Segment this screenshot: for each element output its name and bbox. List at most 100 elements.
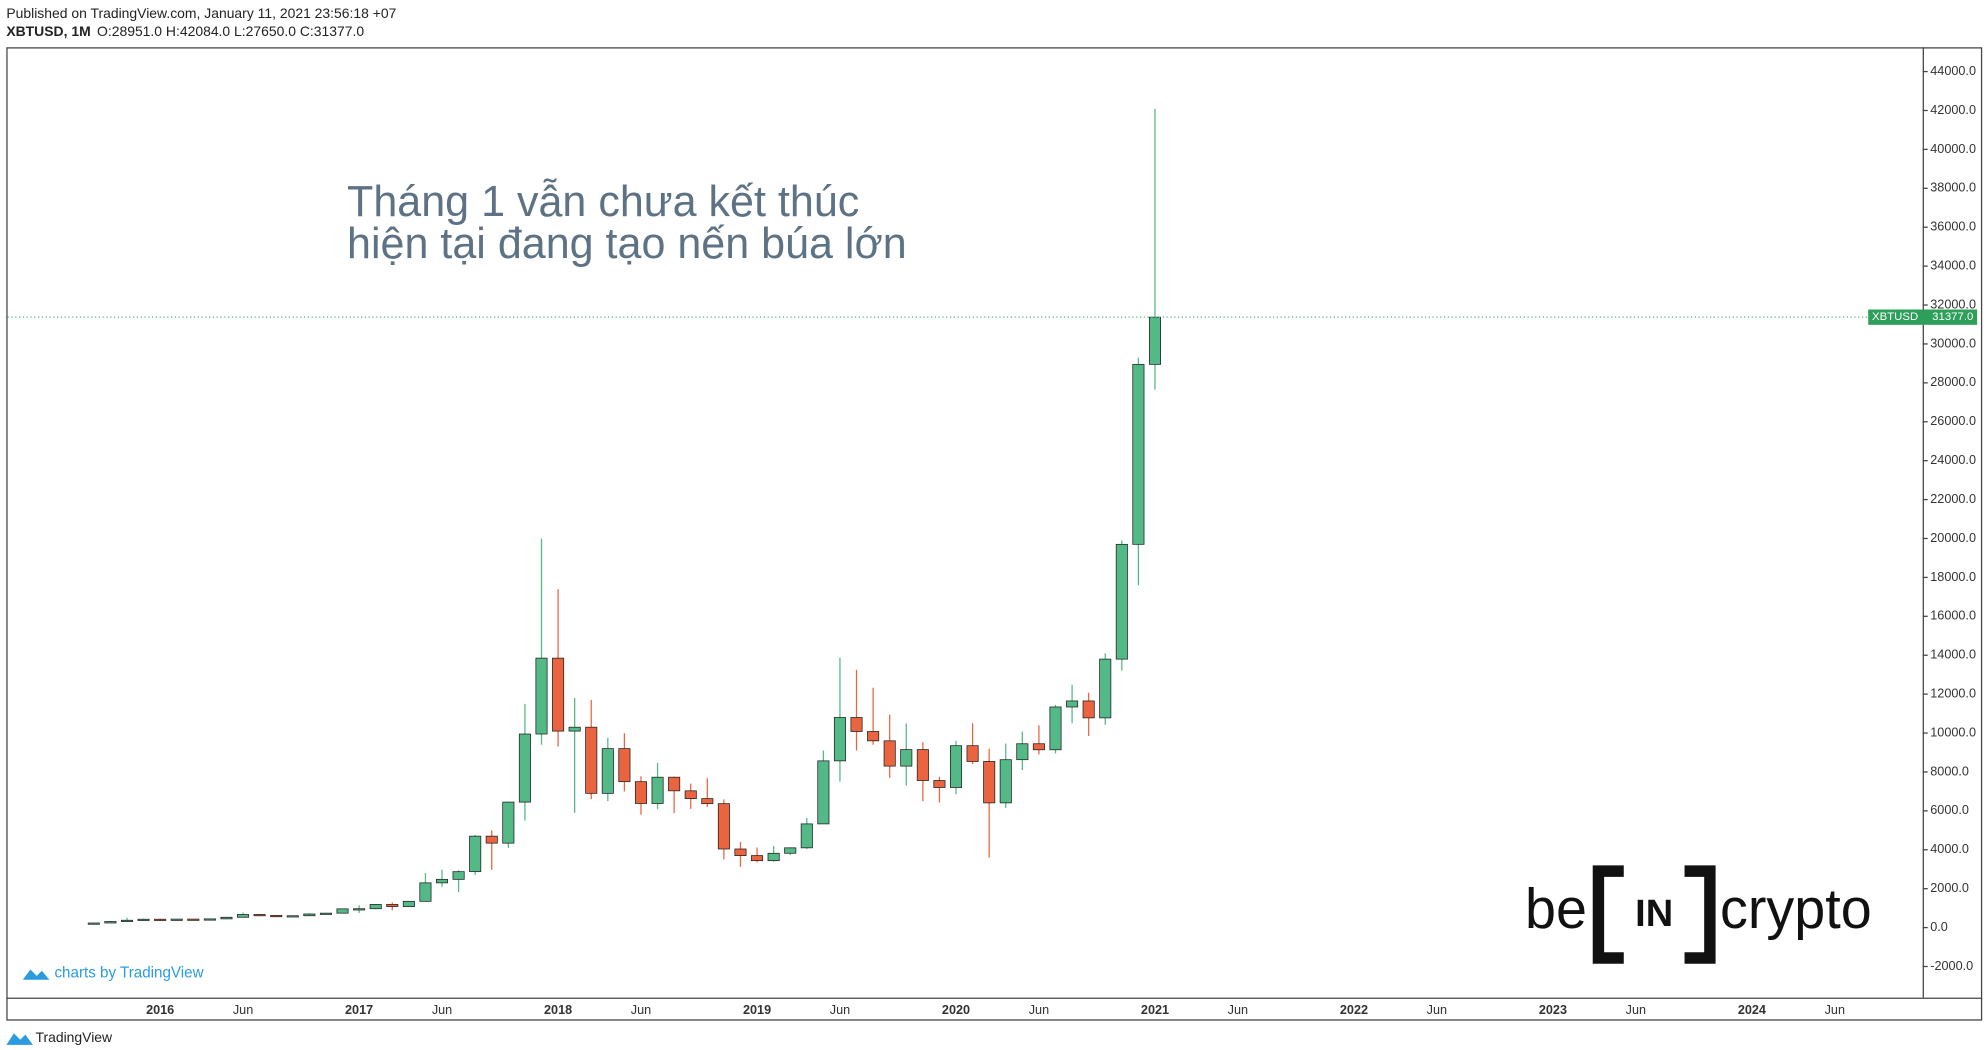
candle-body — [286, 915, 299, 918]
candle-body — [1115, 543, 1128, 660]
tv-icon — [22, 969, 50, 980]
x-tick-label: 2019 — [743, 1002, 771, 1017]
candle-body — [751, 855, 764, 862]
candle-body — [137, 918, 150, 921]
annotation-line: hiện tại đang tạo nến búa lớn — [347, 220, 907, 268]
logo-text: crypto — [1720, 877, 1872, 940]
candle-body — [668, 776, 681, 792]
candle-body — [203, 918, 216, 921]
x-tick-label: 2024 — [1738, 1002, 1766, 1017]
candle-body — [999, 759, 1012, 804]
x-tick-label: Jun — [1626, 1002, 1646, 1017]
candle-body — [684, 790, 697, 799]
candle-body — [419, 882, 432, 902]
candle-body — [966, 745, 979, 762]
candle-body — [1148, 316, 1162, 365]
symbol-line: XBTUSD, 1M O:28951.0 H:42084.0 L:27650.0 … — [6, 23, 364, 39]
candle-body — [170, 918, 183, 921]
y-tick-label: 18000.0 — [1930, 569, 1976, 584]
watermark[interactable]: charts by TradingView — [54, 964, 204, 981]
candle-body — [949, 745, 963, 788]
y-tick-label: 14000.0 — [1930, 647, 1976, 662]
candle-body — [883, 740, 896, 767]
candle-body — [767, 852, 780, 862]
candle-body — [270, 915, 283, 918]
x-tick-label: 2021 — [1141, 1002, 1169, 1017]
x-tick-label: 2022 — [1340, 1002, 1368, 1017]
footer[interactable]: TradingView — [35, 1029, 113, 1045]
x-tick-label: 2018 — [544, 1002, 572, 1017]
symbol: XBTUSD, 1M — [6, 23, 90, 39]
candle-body — [651, 776, 664, 804]
candle-body — [983, 761, 996, 804]
candle-body — [220, 916, 233, 920]
y-tick-label: 44000.0 — [1930, 63, 1976, 78]
x-tick-label: 2020 — [942, 1002, 970, 1017]
candle-body — [800, 823, 813, 849]
candle-body — [717, 803, 730, 850]
candle-body — [87, 922, 100, 925]
candle-body — [1049, 706, 1062, 751]
candle-body — [933, 780, 946, 788]
published-line: Published on TradingView.com, January 11… — [6, 5, 396, 21]
y-tick-label: 22000.0 — [1930, 491, 1976, 506]
y-tick-label: 36000.0 — [1930, 219, 1976, 234]
last-price-label: 31377.0 — [1932, 311, 1973, 323]
y-tick-label: 2000.0 — [1930, 880, 1969, 895]
candle-body — [1082, 700, 1095, 719]
candle-body — [253, 914, 266, 917]
candle-body — [552, 657, 565, 732]
x-tick-label: Jun — [631, 1002, 651, 1017]
candle-body — [402, 900, 415, 907]
x-tick-label: Jun — [1825, 1002, 1845, 1017]
y-tick-label: 12000.0 — [1930, 685, 1976, 700]
x-tick-label: Jun — [1228, 1002, 1248, 1017]
y-tick-label: 42000.0 — [1930, 102, 1976, 117]
candle-body — [618, 748, 631, 783]
y-tick-label: 38000.0 — [1930, 180, 1976, 195]
candle-body — [817, 760, 830, 825]
x-tick-label: Jun — [830, 1002, 850, 1017]
quote: O:28951.0 H:42084.0 L:27650.0 C:31377.0 — [97, 23, 364, 39]
candle-body — [237, 914, 250, 918]
candle-body — [701, 798, 714, 805]
last-price-box — [1868, 309, 1978, 325]
candle-body — [1032, 743, 1045, 751]
x-tick-label: Jun — [1427, 1002, 1447, 1017]
last-price-symbol: XBTUSD — [1872, 311, 1918, 323]
logo-text: be — [1525, 877, 1587, 940]
candle-body — [187, 918, 200, 921]
y-tick-label: 16000.0 — [1930, 608, 1976, 623]
y-tick-label: 20000.0 — [1930, 530, 1976, 545]
y-tick-label: 24000.0 — [1930, 452, 1976, 467]
candle-body — [601, 748, 614, 794]
candle-body — [154, 918, 167, 921]
candle-body — [469, 835, 482, 873]
footer-icon — [6, 1033, 33, 1045]
y-tick-label: 40000.0 — [1930, 141, 1976, 156]
candle-body — [916, 749, 929, 781]
candle-body — [1066, 700, 1079, 708]
candle-body — [634, 781, 647, 804]
candle-body — [120, 919, 133, 922]
candle-body — [1016, 743, 1029, 761]
candle-body — [833, 717, 846, 762]
x-tick-label: 2023 — [1539, 1002, 1567, 1017]
y-tick-label: 10000.0 — [1930, 724, 1976, 739]
x-tick-label: Jun — [1029, 1002, 1049, 1017]
candle-body — [104, 921, 117, 924]
annotation-line: Tháng 1 vẫn chưa kết thúc — [347, 178, 859, 226]
y-tick-label: 28000.0 — [1930, 374, 1976, 389]
frame — [6, 47, 1983, 1021]
candle-body — [485, 835, 498, 844]
candle-body — [900, 749, 913, 767]
y-tick-label: 34000.0 — [1930, 257, 1976, 272]
y-tick-label: -2000.0 — [1930, 958, 1973, 973]
candle-body — [353, 908, 366, 911]
candle-body — [1132, 363, 1145, 545]
y-tick-label: 30000.0 — [1930, 335, 1976, 350]
candle-body — [867, 731, 880, 742]
y-tick-label: 0.0 — [1930, 919, 1948, 934]
